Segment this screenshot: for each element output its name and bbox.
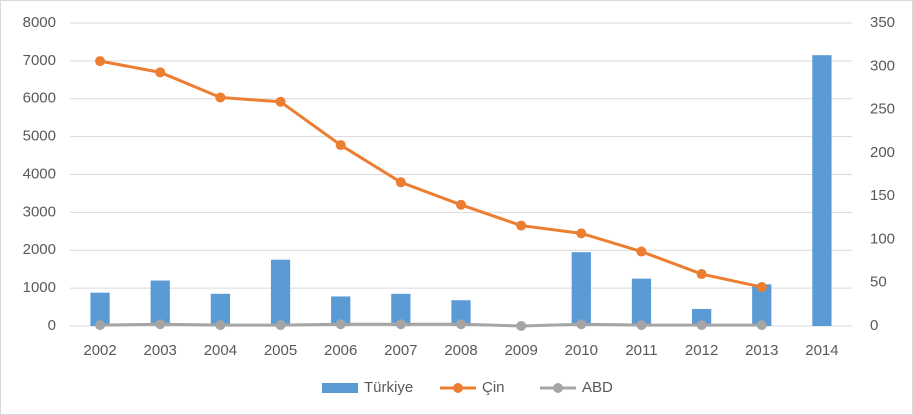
y2-tick-label: 250 [870, 101, 895, 118]
bar [752, 284, 772, 326]
x-tick-label: 2011 [625, 342, 657, 359]
bar [210, 293, 231, 326]
legend-label: Çin [482, 379, 505, 396]
legend-label: ABD [582, 379, 613, 396]
x-tick-label: 2005 [264, 342, 297, 359]
point [576, 228, 587, 239]
point [395, 319, 406, 330]
y-tick-label: 2000 [23, 241, 56, 258]
legend-swatch [322, 383, 358, 393]
point [275, 320, 286, 331]
y-tick-label: 8000 [23, 14, 56, 31]
point [756, 282, 767, 293]
y-tick-label: 4000 [23, 165, 56, 182]
bar [631, 278, 652, 326]
y2-tick-label: 300 [870, 57, 895, 74]
point [215, 320, 226, 331]
y-tick-label: 1000 [23, 279, 56, 296]
x-tick-label: 2006 [324, 342, 357, 359]
point [636, 246, 647, 257]
x-tick-label: 2008 [444, 342, 477, 359]
x-tick-label: 2003 [144, 342, 177, 359]
y-tick-label: 7000 [23, 52, 56, 69]
point [456, 319, 466, 330]
point [215, 92, 226, 103]
point [275, 96, 286, 107]
point [155, 319, 166, 330]
line [99, 59, 763, 289]
y-tick-label: 3000 [23, 203, 56, 220]
bar [150, 280, 170, 326]
y2-tick-label: 0 [870, 317, 878, 334]
y2-tick-label: 350 [870, 14, 895, 31]
point [395, 177, 406, 188]
point [516, 321, 527, 331]
y-tick-label: 5000 [23, 128, 56, 145]
point [576, 319, 587, 330]
y-tick-label: 6000 [23, 90, 56, 107]
x-tick-label: 2009 [504, 342, 537, 359]
point [95, 56, 106, 67]
y-tick-label: 0 [48, 317, 56, 334]
point [696, 320, 707, 331]
legend-label: Türkiye [364, 379, 413, 396]
x-tick-label: 2007 [384, 342, 417, 359]
x-tick-label: 2014 [805, 342, 838, 359]
point [696, 269, 707, 280]
y2-tick-label: 100 [870, 230, 895, 247]
bar [391, 293, 411, 326]
bar [812, 55, 832, 326]
point [756, 320, 767, 331]
bar [270, 259, 291, 326]
point [95, 320, 106, 331]
point [636, 320, 647, 331]
y2-tick-label: 50 [870, 274, 887, 291]
y2-tick-label: 150 [870, 187, 895, 204]
bar [571, 252, 591, 326]
bar [90, 292, 110, 326]
point [516, 220, 527, 231]
bar [691, 308, 712, 326]
x-tick-label: 2012 [685, 342, 718, 359]
point [155, 67, 166, 78]
x-tick-label: 2004 [204, 342, 237, 359]
point [335, 319, 346, 330]
point [335, 140, 346, 151]
x-tick-label: 2010 [565, 342, 598, 359]
y2-tick-label: 200 [870, 144, 895, 161]
line [100, 322, 762, 328]
legend-swatch [453, 383, 463, 393]
bar [331, 296, 351, 326]
x-tick-label: 2013 [745, 342, 778, 359]
bar [451, 300, 471, 326]
point [456, 199, 466, 210]
x-tick-label: 2002 [83, 342, 116, 359]
legend-swatch [553, 383, 563, 393]
